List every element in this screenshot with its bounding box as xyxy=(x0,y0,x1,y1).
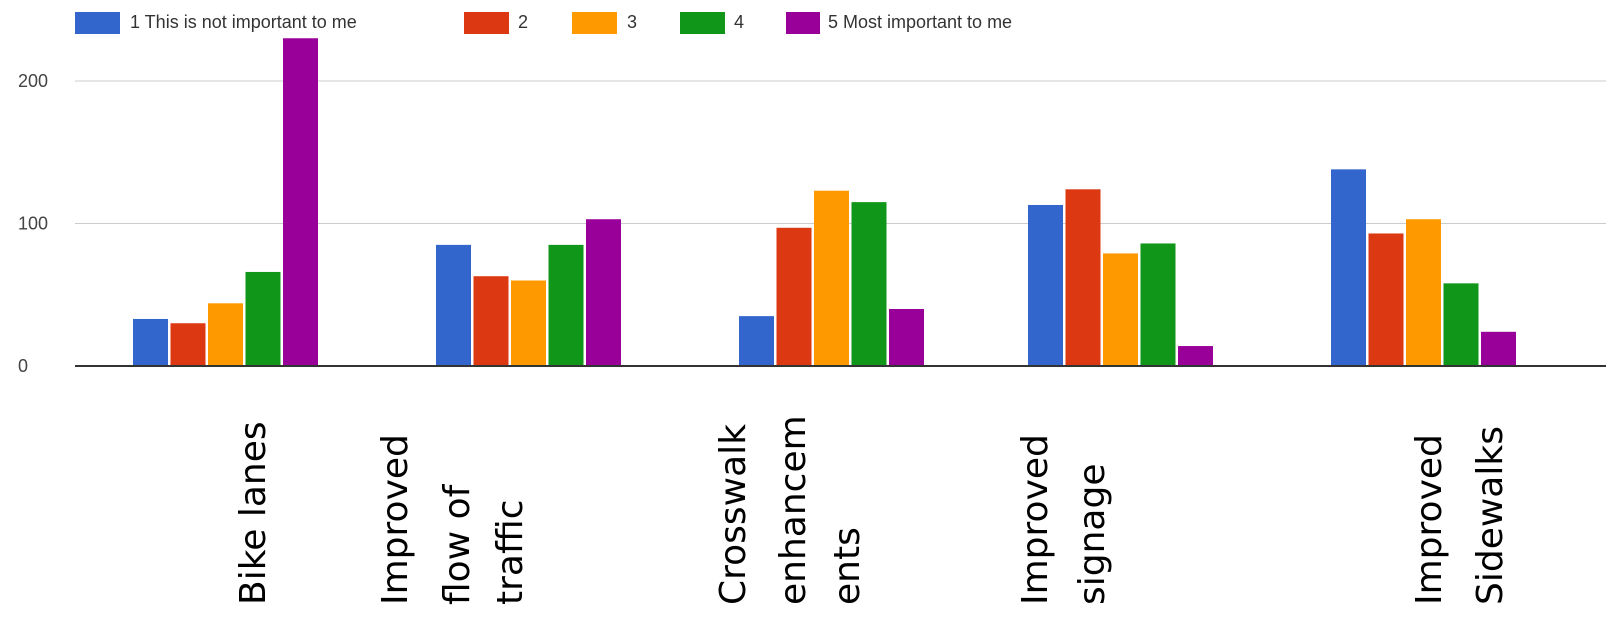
bar-series-2-cat-2 xyxy=(473,276,509,366)
bar-series-1-cat-2 xyxy=(436,244,471,366)
bar-series-2-cat-3 xyxy=(776,227,812,366)
category-label-4: signage xyxy=(1072,464,1113,606)
bar-series-4-cat-3 xyxy=(851,202,887,366)
legend-label-2: 2 xyxy=(518,12,528,32)
bar-series-5-cat-1 xyxy=(283,38,318,366)
bar-series-1-cat-5 xyxy=(1331,169,1366,366)
bar-series-3-cat-5 xyxy=(1406,219,1441,366)
category-labels: Bike lanes Improved flow of traffic Crosswal… xyxy=(233,415,1511,605)
bar-series-3-cat-1 xyxy=(208,303,243,366)
category-label-5: Sidewalks xyxy=(1470,426,1511,605)
bar-series-1-cat-3 xyxy=(739,316,774,366)
bar-series-3-cat-4 xyxy=(1103,253,1138,366)
bar-series-4-cat-2 xyxy=(548,244,584,366)
category-label-2: flow of xyxy=(437,483,478,605)
bar-series-2-cat-1 xyxy=(170,323,206,366)
legend-swatch-3 xyxy=(572,12,617,34)
bar-series-5-cat-5 xyxy=(1481,331,1516,366)
y-tick-label: 0 xyxy=(18,356,28,376)
category-label-1: Bike lanes xyxy=(233,421,274,605)
y-tick-label: 100 xyxy=(18,214,48,234)
bar-series-1-cat-1 xyxy=(133,318,168,366)
bar-series-2-cat-4 xyxy=(1065,189,1101,366)
bar-series-5-cat-3 xyxy=(889,309,924,366)
axes: 0 100 200 xyxy=(18,71,1606,376)
bar-series-3-cat-3 xyxy=(814,190,849,366)
legend-swatch-4 xyxy=(680,12,725,34)
category-label-2: Improved xyxy=(375,434,416,605)
bar-series-3-cat-2 xyxy=(511,280,546,366)
category-label-3: Crosswalk xyxy=(713,424,754,605)
category-label-4: Improved xyxy=(1015,434,1056,605)
category-label-5: Improved xyxy=(1409,434,1450,605)
category-label-3: enhancem xyxy=(773,415,814,605)
bar-series-4-cat-1 xyxy=(245,271,281,366)
bar-series-5-cat-4 xyxy=(1178,346,1213,366)
legend-label-4: 4 xyxy=(734,12,744,32)
y-tick-label: 200 xyxy=(18,71,48,91)
legend-swatch-2 xyxy=(464,12,509,34)
bar-series-1-cat-4 xyxy=(1028,204,1063,366)
category-label-2: traffic xyxy=(490,499,531,605)
legend: 1 This is not important to me 2 3 4 5 Most i… xyxy=(75,12,1012,34)
legend-label-3: 3 xyxy=(627,12,637,32)
bars xyxy=(133,38,1516,366)
category-label-3: ents xyxy=(827,527,868,605)
bar-series-2-cat-5 xyxy=(1368,233,1404,366)
legend-swatch-1 xyxy=(75,12,120,34)
bar-series-5-cat-2 xyxy=(586,219,621,366)
bar-series-4-cat-5 xyxy=(1443,283,1479,366)
bar-series-4-cat-4 xyxy=(1140,243,1176,366)
legend-swatch-5 xyxy=(786,12,820,34)
legend-label-5: 5 Most important to me xyxy=(828,12,1012,32)
legend-label-1: 1 This is not important to me xyxy=(130,12,357,32)
